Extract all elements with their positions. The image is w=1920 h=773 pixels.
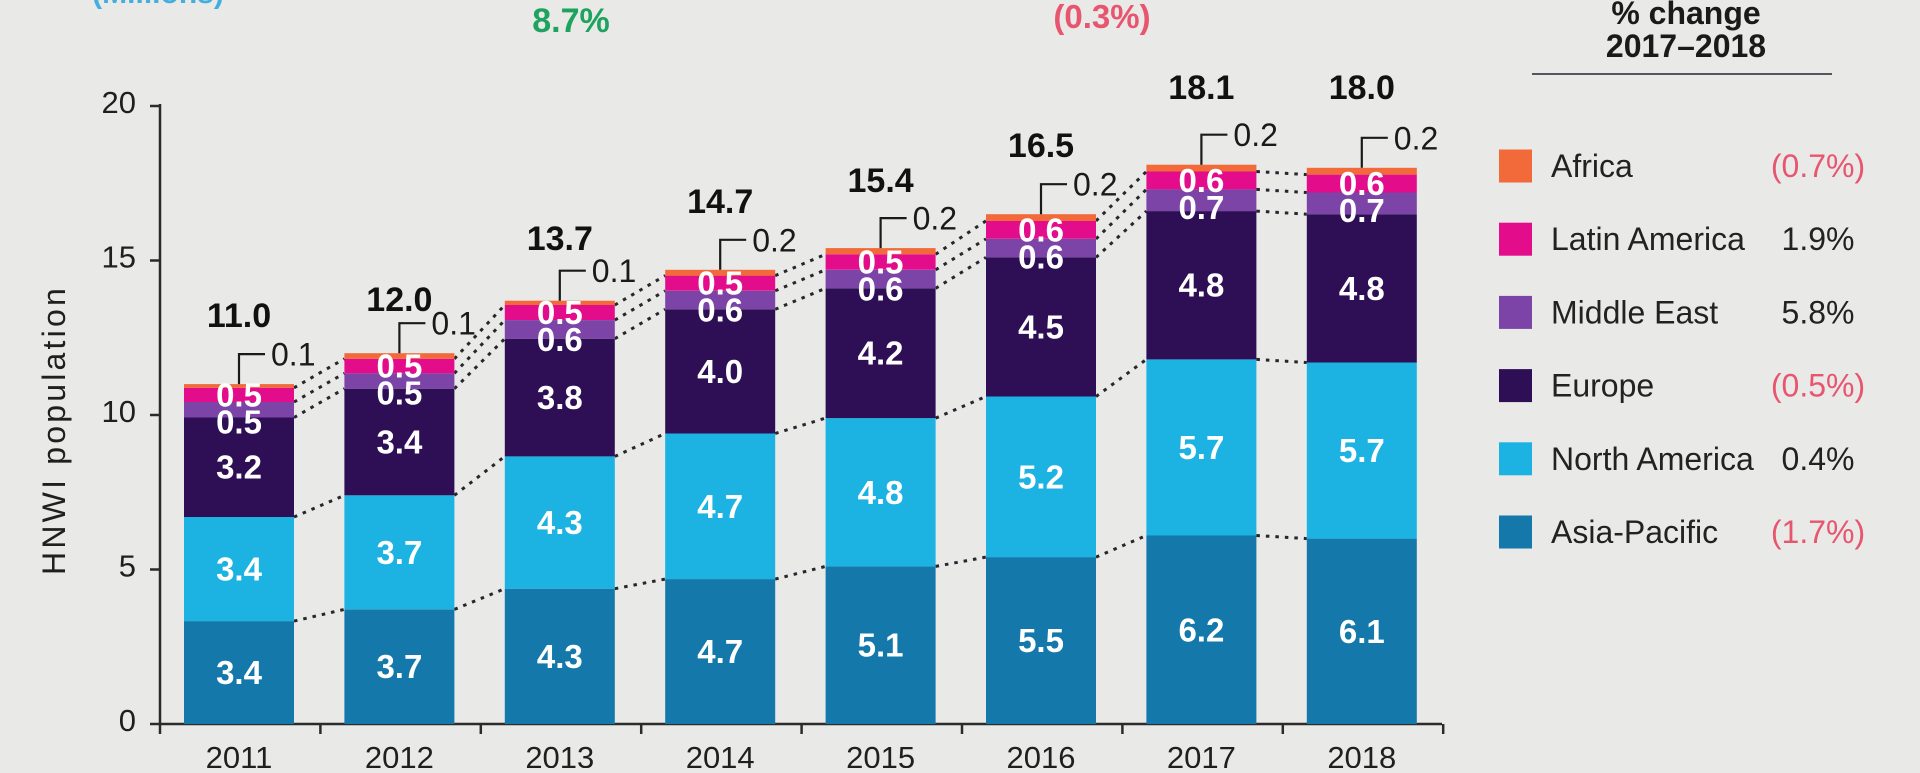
svg-text:2012: 2012 (365, 740, 434, 768)
svg-text:18.1: 18.1 (1168, 69, 1234, 107)
svg-text:0.5: 0.5 (216, 403, 262, 440)
svg-text:5.2: 5.2 (1018, 458, 1064, 495)
svg-text:0.5: 0.5 (376, 348, 422, 385)
svg-text:(Millions): (Millions) (92, 0, 224, 10)
svg-text:5.7: 5.7 (1178, 429, 1224, 466)
svg-text:0: 0 (119, 703, 136, 738)
svg-text:2018: 2018 (1327, 740, 1396, 768)
svg-text:4.7: 4.7 (697, 633, 743, 670)
svg-text:4.5: 4.5 (1018, 308, 1064, 345)
svg-text:4.8: 4.8 (1178, 267, 1224, 304)
svg-text:2011: 2011 (206, 740, 273, 768)
svg-text:3.2: 3.2 (216, 449, 262, 486)
svg-text:6.2: 6.2 (1178, 611, 1224, 648)
svg-text:0.6: 0.6 (697, 292, 743, 329)
svg-text:0.5: 0.5 (697, 265, 743, 302)
svg-text:4.0: 4.0 (697, 353, 743, 390)
svg-text:4.7: 4.7 (697, 488, 743, 525)
svg-text:5.7: 5.7 (1339, 432, 1385, 469)
svg-text:5.5: 5.5 (1018, 622, 1064, 659)
svg-text:0.6: 0.6 (1018, 238, 1064, 275)
svg-text:2016: 2016 (1007, 740, 1076, 768)
svg-text:North America: North America (1551, 441, 1754, 477)
svg-text:3.4: 3.4 (376, 424, 423, 461)
svg-text:4.3: 4.3 (537, 638, 583, 675)
svg-text:0.1: 0.1 (271, 337, 315, 373)
svg-text:Middle East: Middle East (1551, 294, 1718, 330)
svg-text:3.7: 3.7 (376, 534, 422, 571)
svg-text:4.8: 4.8 (1339, 270, 1385, 307)
svg-text:3.4: 3.4 (216, 654, 263, 691)
svg-text:Europe: Europe (1551, 368, 1654, 404)
svg-text:0.2: 0.2 (1233, 117, 1277, 153)
svg-text:0.1: 0.1 (592, 253, 636, 289)
svg-text:0.7: 0.7 (1339, 192, 1385, 229)
svg-text:0.6: 0.6 (537, 321, 583, 358)
svg-text:0.7: 0.7 (1178, 189, 1224, 226)
svg-text:2017–2018: 2017–2018 (1606, 28, 1766, 64)
svg-text:Asia-Pacific: Asia-Pacific (1551, 514, 1718, 550)
svg-text:16.5: 16.5 (1008, 127, 1074, 165)
svg-text:(0.7%): (0.7%) (1771, 148, 1865, 184)
svg-text:0.5: 0.5 (858, 244, 904, 281)
svg-text:13.7: 13.7 (527, 220, 593, 258)
svg-text:0.2: 0.2 (1394, 120, 1438, 156)
svg-text:2013: 2013 (525, 740, 594, 768)
svg-text:2014: 2014 (686, 740, 755, 768)
svg-text:5.1: 5.1 (858, 627, 904, 664)
svg-text:0.5: 0.5 (376, 375, 422, 412)
svg-text:0.6: 0.6 (1018, 211, 1064, 248)
svg-text:5.8%: 5.8% (1782, 294, 1855, 330)
svg-text:6.1: 6.1 (1339, 613, 1385, 650)
svg-text:4.8: 4.8 (858, 474, 904, 511)
svg-text:0.6: 0.6 (858, 271, 904, 308)
svg-text:Latin America: Latin America (1551, 221, 1745, 257)
svg-text:0.6: 0.6 (1339, 165, 1385, 202)
svg-text:3.7: 3.7 (376, 648, 422, 685)
svg-text:4.3: 4.3 (537, 504, 583, 541)
svg-text:0.2: 0.2 (752, 222, 796, 258)
svg-text:14.7: 14.7 (687, 183, 753, 221)
svg-text:4.2: 4.2 (858, 335, 904, 372)
svg-text:20: 20 (102, 85, 136, 120)
svg-text:11.0: 11.0 (207, 297, 271, 335)
svg-text:18.0: 18.0 (1329, 69, 1395, 107)
svg-text:(0.3%): (0.3%) (1053, 0, 1150, 35)
svg-text:HNWI population: HNWI population (36, 285, 72, 575)
svg-text:12.0: 12.0 (366, 281, 432, 319)
svg-text:0.1: 0.1 (431, 306, 475, 342)
svg-text:2015: 2015 (846, 740, 915, 768)
svg-text:(0.5%): (0.5%) (1771, 368, 1865, 404)
svg-text:% change: % change (1611, 0, 1760, 31)
svg-text:3.4: 3.4 (216, 551, 263, 588)
svg-text:10: 10 (102, 394, 136, 429)
svg-text:(1.7%): (1.7%) (1771, 514, 1865, 550)
svg-text:8.7%: 8.7% (532, 2, 610, 40)
svg-text:3.8: 3.8 (537, 379, 583, 416)
svg-text:0.4%: 0.4% (1782, 441, 1855, 477)
svg-text:0.6: 0.6 (1178, 162, 1224, 199)
svg-text:2017: 2017 (1167, 740, 1236, 768)
svg-text:Africa: Africa (1551, 148, 1633, 184)
svg-text:1.9%: 1.9% (1782, 221, 1855, 257)
svg-text:0.2: 0.2 (1073, 167, 1117, 203)
svg-text:5: 5 (119, 549, 136, 584)
svg-text:15: 15 (102, 240, 136, 275)
svg-text:15.4: 15.4 (848, 162, 914, 200)
svg-text:0.2: 0.2 (913, 201, 957, 237)
